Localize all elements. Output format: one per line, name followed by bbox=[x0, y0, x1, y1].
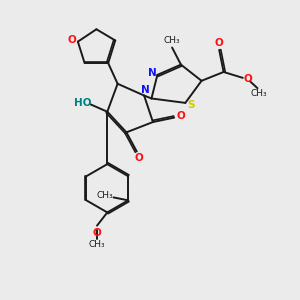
Text: N: N bbox=[141, 85, 150, 95]
Text: CH₃: CH₃ bbox=[250, 89, 267, 98]
Text: O: O bbox=[93, 228, 101, 238]
Text: O: O bbox=[135, 153, 143, 163]
Text: HO: HO bbox=[74, 98, 91, 108]
Text: N: N bbox=[148, 68, 156, 78]
Text: O: O bbox=[214, 38, 223, 48]
Text: S: S bbox=[187, 100, 194, 110]
Text: O: O bbox=[176, 111, 185, 121]
Text: CH₃: CH₃ bbox=[96, 190, 113, 200]
Text: CH₃: CH₃ bbox=[163, 36, 180, 45]
Text: O: O bbox=[244, 74, 252, 84]
Text: O: O bbox=[67, 35, 76, 45]
Text: CH₃: CH₃ bbox=[89, 240, 105, 249]
